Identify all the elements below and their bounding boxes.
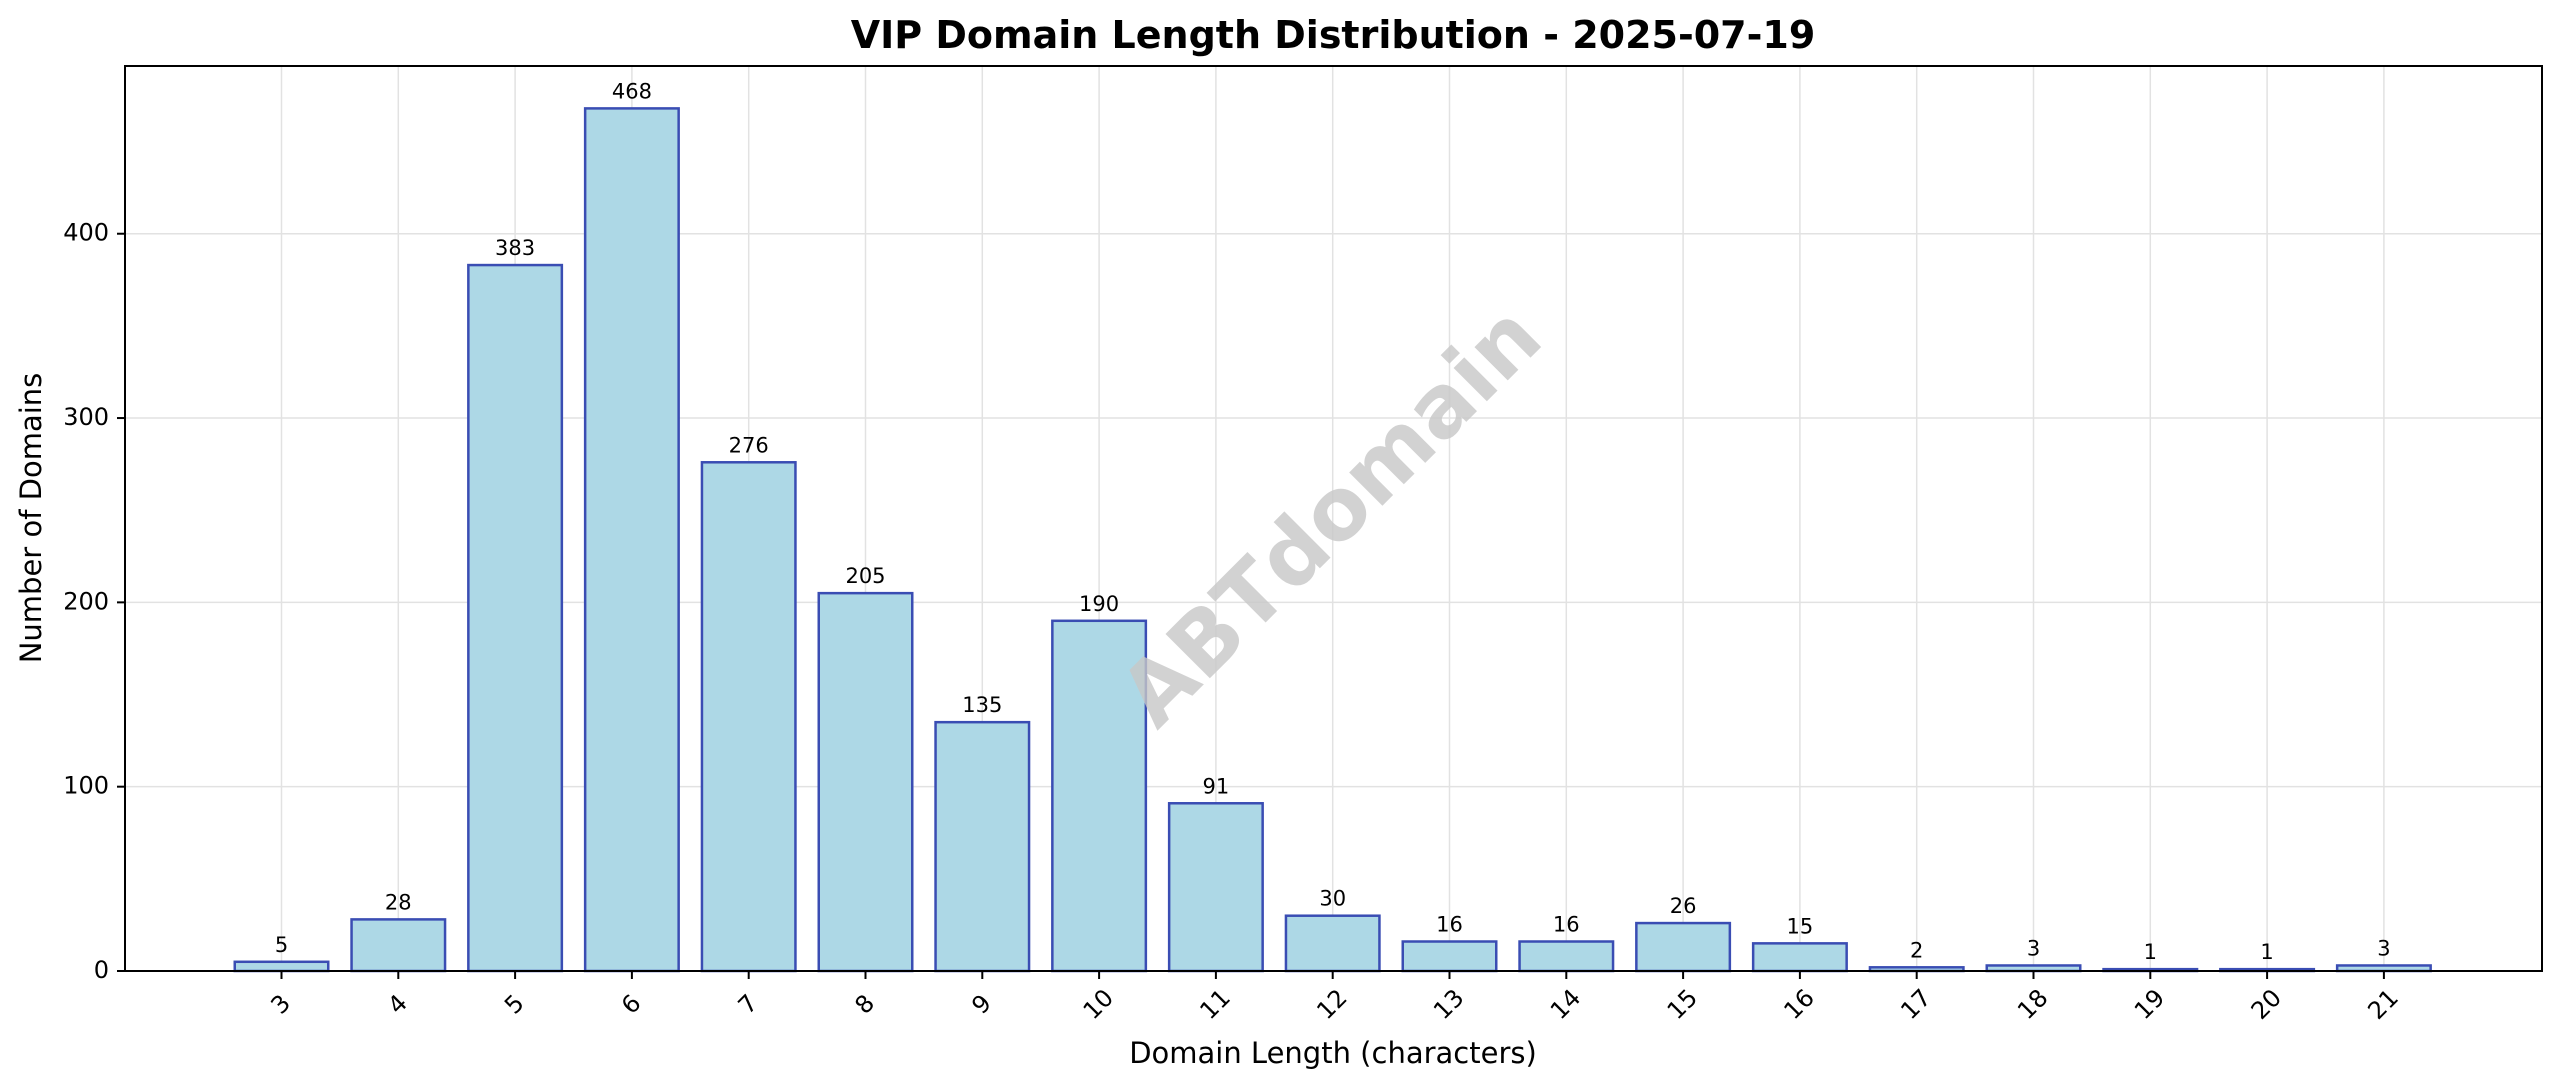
data-label: 468: [612, 79, 652, 103]
x-tick-label: 5: [499, 989, 530, 1020]
bar-7: [700, 461, 797, 973]
x-tick-label: 16: [1778, 984, 1819, 1025]
bar-6: [583, 107, 680, 973]
x-tick-label: 11: [1194, 984, 1235, 1025]
data-label: 5: [275, 933, 288, 957]
data-label: 135: [962, 693, 1002, 717]
data-label: 30: [1319, 887, 1346, 911]
x-tick-label: 15: [1662, 984, 1703, 1025]
chart-title: VIP Domain Length Distribution - 2025-07…: [851, 13, 1816, 57]
x-tick-label: 14: [1545, 984, 1586, 1025]
bar-15: [1635, 921, 1732, 973]
y-axis-label: Number of Domains: [14, 373, 48, 664]
y-tick-label: 200: [63, 587, 109, 615]
data-label: 28: [385, 890, 412, 914]
data-label: 26: [1670, 894, 1697, 918]
data-label: 91: [1203, 774, 1230, 798]
data-label: 16: [1553, 913, 1580, 937]
data-label: 1: [2260, 940, 2273, 964]
x-tick-label: 12: [1311, 984, 1352, 1025]
bar-10: [1051, 619, 1148, 973]
bar-3: [233, 960, 330, 973]
watermark-text: ABTdomain: [1101, 286, 1560, 745]
data-label: 190: [1079, 592, 1119, 616]
data-label: 383: [495, 236, 535, 260]
x-tick-label: 4: [382, 989, 413, 1020]
data-labels: 5 28 383 468 276 205 135 190 91 30 16 16 26 15 2 3 1 1 3: [275, 79, 2391, 964]
bar-13: [1401, 940, 1498, 973]
data-label: 276: [729, 433, 769, 457]
bars: [233, 107, 2432, 973]
bar-4: [350, 918, 447, 973]
data-label: 2: [1910, 938, 1923, 962]
data-label: 3: [2377, 936, 2390, 960]
data-label: 15: [1787, 914, 1814, 938]
bar-9: [934, 720, 1031, 973]
bar-14: [1518, 940, 1615, 973]
data-label: 3: [2027, 936, 2040, 960]
x-tick-label: 21: [2362, 984, 2403, 1025]
x-tick-label: 8: [849, 989, 880, 1020]
x-tick-label: 18: [2012, 984, 2053, 1025]
x-tick-label: 20: [2246, 984, 2287, 1025]
x-tick-label: 6: [616, 989, 647, 1020]
bar-5: [467, 263, 564, 973]
y-tick-label: 0: [94, 956, 109, 984]
x-axis-label: Domain Length (characters): [1129, 1036, 1537, 1070]
bar-8: [817, 591, 914, 973]
data-label: 16: [1436, 913, 1463, 937]
y-tick-label: 300: [63, 403, 109, 431]
x-tick-label: 3: [265, 989, 296, 1020]
data-label: 205: [845, 564, 885, 588]
grid-lines: [125, 66, 2542, 972]
x-tick-label: 7: [733, 989, 764, 1020]
y-tick-label: 400: [63, 219, 109, 247]
x-tick-label: 19: [2129, 984, 2170, 1025]
x-tick-label: 10: [1078, 984, 1119, 1025]
y-tick-label: 100: [63, 772, 109, 800]
x-tick-label: 13: [1428, 984, 1469, 1025]
bar-16: [1751, 942, 1848, 973]
x-tick-label: 17: [1895, 984, 1936, 1025]
bar-11: [1167, 802, 1264, 973]
x-tick-label: 9: [966, 989, 997, 1020]
data-label: 1: [2144, 940, 2157, 964]
bar-12: [1284, 914, 1381, 973]
